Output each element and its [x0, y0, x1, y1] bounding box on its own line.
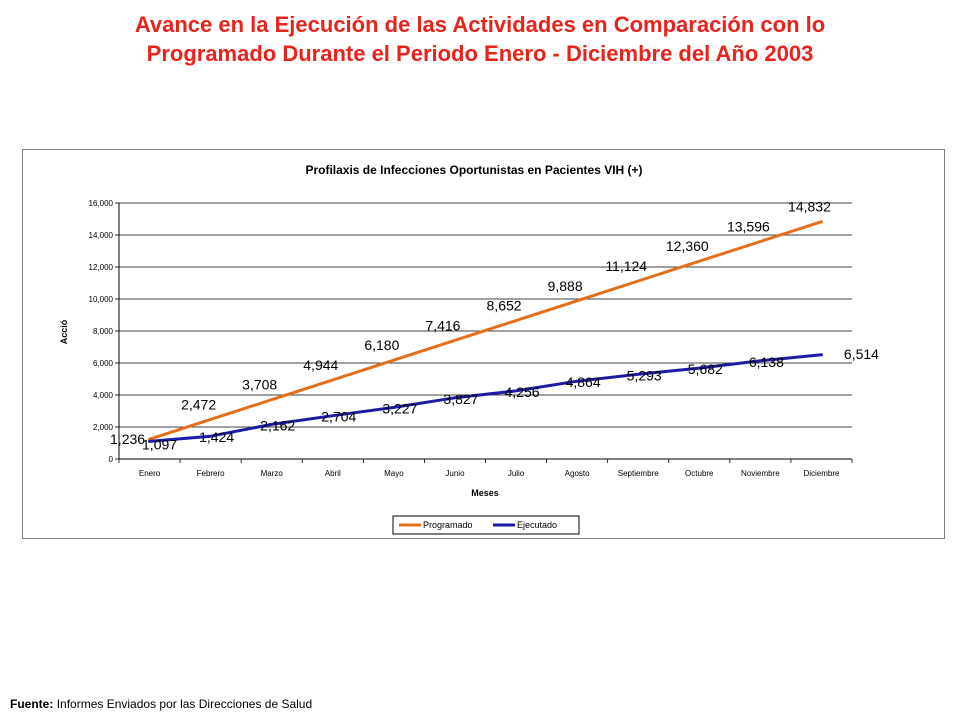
- page-title-line-1: Avance en la Ejecución de las Actividade…: [134, 12, 826, 37]
- data-label-programado: 9,888: [548, 278, 583, 294]
- series-line-ejecutado: [148, 353, 823, 443]
- grid-lines: [119, 202, 852, 428]
- data-label-ejecutado: 5,293: [627, 367, 662, 383]
- data-label-programado: 7,416: [425, 317, 460, 333]
- data-label-ejecutado: 5,682: [688, 361, 723, 377]
- data-label-programado: 11,124: [605, 258, 647, 274]
- y-tick-label: 14,000: [89, 231, 114, 240]
- legend: Programado Ejecutado: [392, 515, 580, 535]
- y-tick-label: 12,000: [89, 263, 114, 272]
- x-axis-title: Meses: [471, 488, 499, 498]
- y-tick-label: 6,000: [93, 359, 114, 368]
- data-label-ejecutado: 3,827: [443, 391, 478, 407]
- x-tick-label: Febrero: [197, 469, 226, 478]
- source-label: Fuente:: [10, 697, 54, 711]
- series-lines: [148, 220, 823, 443]
- data-label-programado: 12,360: [666, 238, 709, 254]
- x-tick-label: Marzo: [261, 469, 284, 478]
- data-label-programado: 14,832: [788, 199, 831, 215]
- y-tick-label: 10,000: [89, 295, 114, 304]
- x-tick-label: Julio: [508, 469, 525, 478]
- x-tick-label: Junio: [445, 469, 465, 478]
- data-label-ejecutado: 2,704: [321, 409, 356, 425]
- y-axis-title: Acció: [59, 319, 69, 344]
- axes: 0 2,000 4,000 6,000 8,000 10,000 12,000 14,000 1…: [89, 199, 853, 478]
- x-tick-label: Octubre: [685, 469, 714, 478]
- data-label-programado: 3,708: [242, 377, 277, 393]
- y-tick-label: 0: [109, 455, 114, 464]
- page-title-line-2: Programado Durante el Periodo Enero - Di…: [146, 41, 814, 66]
- x-tick-label: Agosto: [565, 469, 590, 478]
- data-label-ejecutado: 3,227: [382, 400, 417, 416]
- data-label-ejecutado: 4,864: [566, 374, 601, 390]
- line-chart: Profilaxis de Infecciones Oportunistas e…: [59, 163, 879, 535]
- data-label-ejecutado: 4,256: [505, 384, 540, 400]
- data-label-ejecutado: 2,162: [260, 417, 295, 433]
- chart-title: Profilaxis de Infecciones Oportunistas e…: [305, 163, 642, 177]
- data-label-ejecutado: 1,424: [199, 429, 234, 445]
- data-label-programado: 2,472: [181, 396, 216, 412]
- source-note: Fuente: Informes Enviados por las Direcc…: [10, 697, 312, 711]
- x-tick-label: Diciembre: [803, 469, 840, 478]
- data-label-programado: 1,236: [110, 431, 145, 447]
- data-label-ejecutado: 1,097: [142, 436, 177, 452]
- legend-label-ejecutado: Ejecutado: [517, 520, 557, 530]
- x-tick-label: Septiembre: [618, 469, 659, 478]
- x-tick-label: Enero: [139, 469, 161, 478]
- data-label-programado: 8,652: [487, 298, 522, 314]
- data-label-ejecutado: 6,514: [844, 346, 879, 362]
- data-label-ejecutado: 6,138: [749, 354, 784, 370]
- legend-box: [392, 515, 580, 535]
- x-tick-label: Abril: [325, 469, 341, 478]
- data-label-programado: 13,596: [727, 218, 770, 234]
- data-labels: 1,236 2,472 3,708 4,944 6,180 7,416 8,652 9,888…: [110, 199, 879, 453]
- series-line-programado: [148, 220, 823, 441]
- y-tick-label: 2,000: [93, 423, 114, 432]
- legend-label-programado: Programado: [423, 520, 473, 530]
- source-text: Informes Enviados por las Direcciones de…: [56, 697, 313, 711]
- page-title: Avance en la Ejecución de las Actividade…: [20, 10, 940, 68]
- x-tick-label: Noviembre: [741, 469, 780, 478]
- data-label-programado: 6,180: [364, 337, 399, 353]
- y-tick-label: 16,000: [89, 199, 114, 208]
- y-tick-label: 8,000: [93, 327, 114, 336]
- data-label-programado: 4,944: [303, 357, 338, 373]
- chart-frame: Profilaxis de Infecciones Oportunistas e…: [22, 149, 945, 539]
- y-tick-label: 4,000: [93, 391, 114, 400]
- x-tick-label: Mayo: [384, 469, 404, 478]
